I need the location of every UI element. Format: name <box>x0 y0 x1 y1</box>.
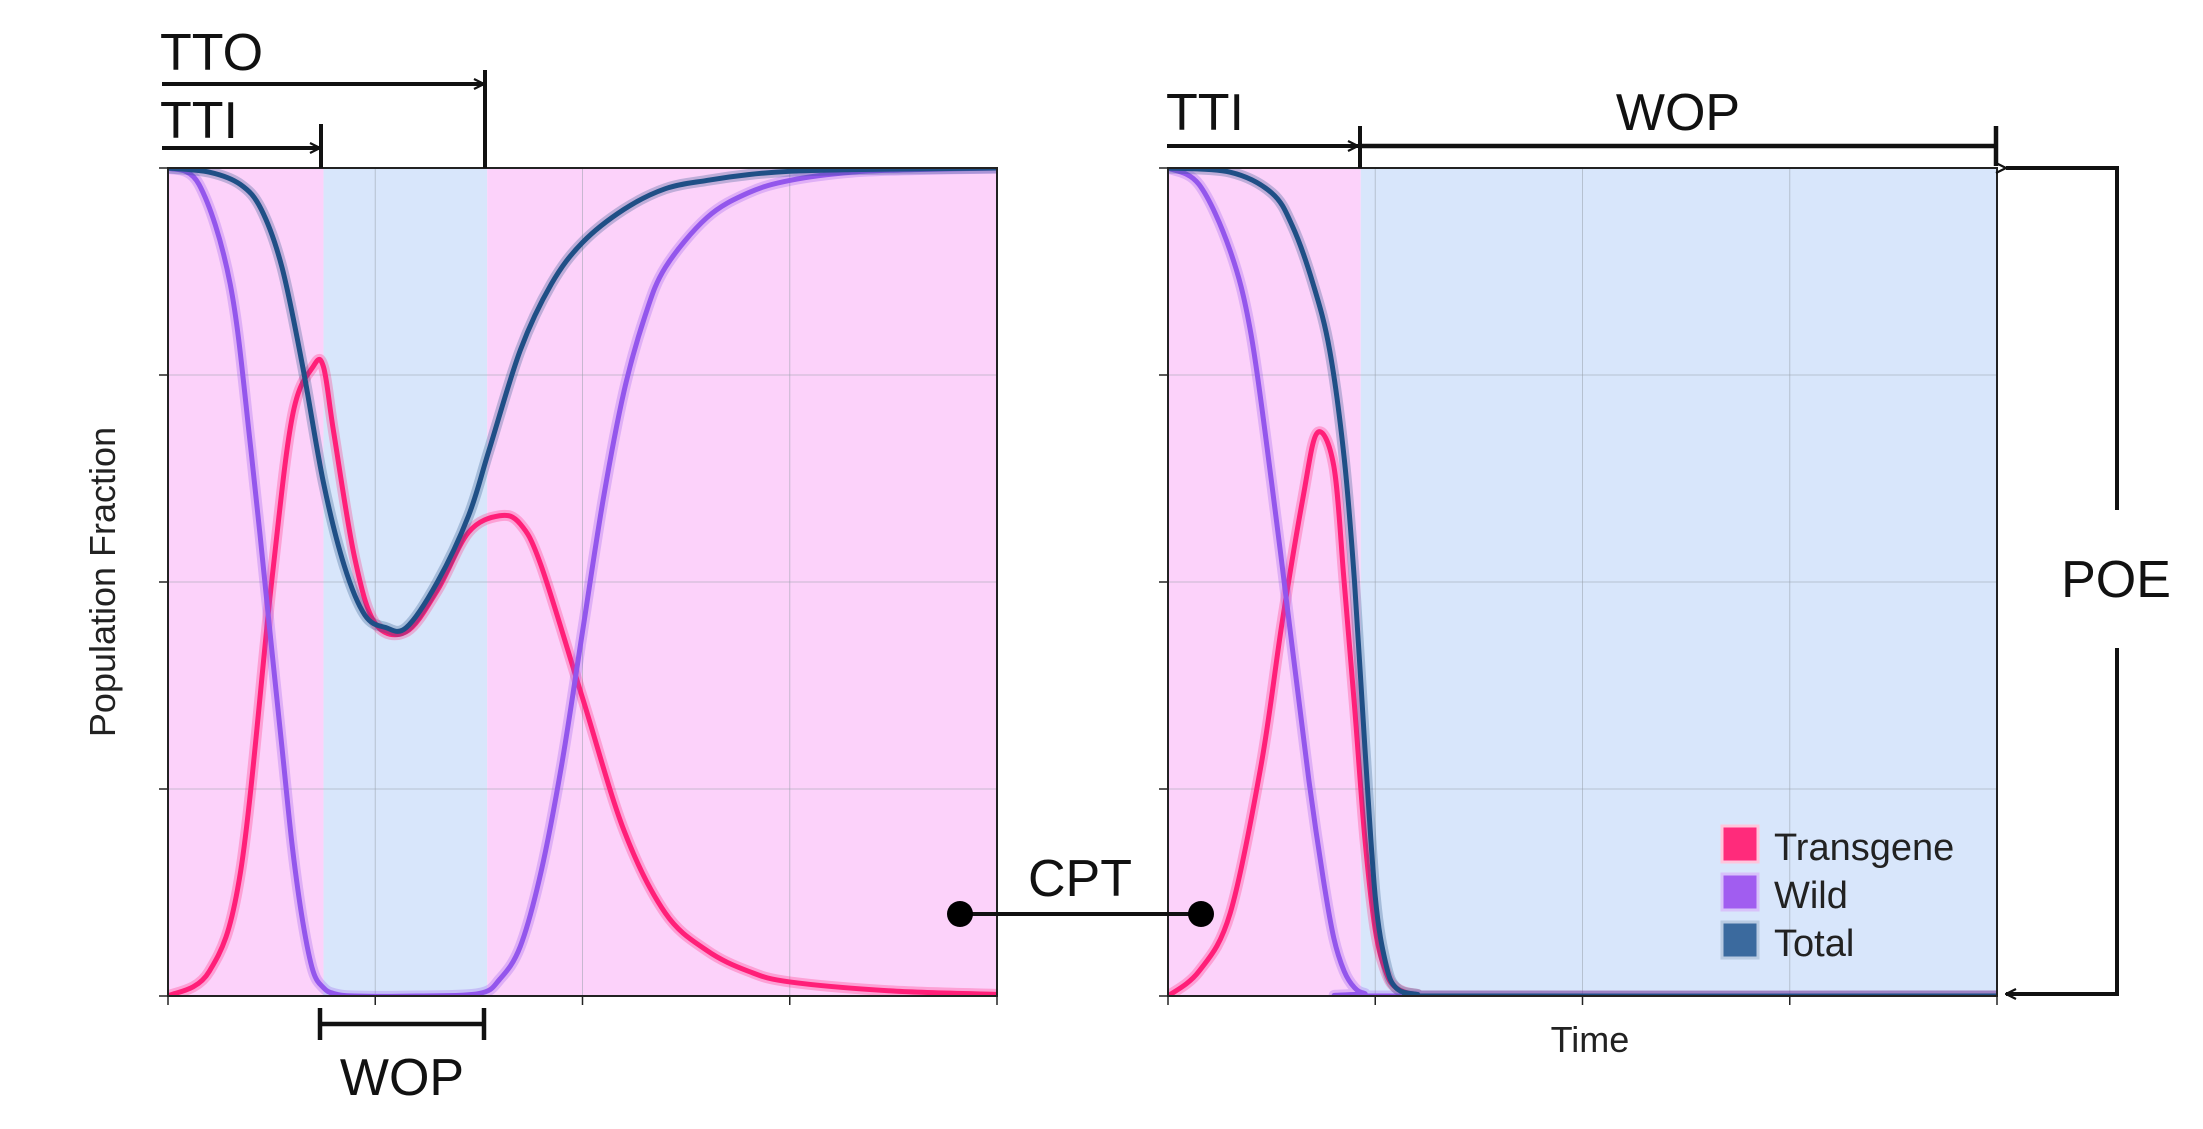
annotations-left: TTO TTI WOP <box>160 24 487 1107</box>
poe-bracket-bottom <box>2006 648 2119 994</box>
wop-bracket-left: WOP <box>317 1008 487 1107</box>
tti-label-right: TTI <box>1166 84 1244 142</box>
series-wild-line <box>168 168 997 996</box>
tti-label-left: TTI <box>160 92 238 150</box>
series-transgene-line <box>168 356 997 996</box>
cpt-label: CPT <box>1028 850 1132 908</box>
y-axis-label: Population Fraction <box>82 427 123 737</box>
series-left <box>168 168 997 996</box>
panel-left: Population Fraction <box>82 167 998 1005</box>
grid-left <box>168 168 997 996</box>
legend-item-total: Total <box>1720 920 1854 965</box>
x-axis-label: Time <box>1551 1019 1630 1060</box>
grid-right <box>1168 168 1997 996</box>
wop-bracket-right: WOP <box>1360 84 1999 166</box>
cpt-connector: CPT <box>947 850 1214 927</box>
tti-bracket-left: TTI <box>160 92 323 168</box>
poe-bracket: POE <box>2006 168 2171 994</box>
poe-bracket-top <box>2006 168 2119 510</box>
cpt-dot-right <box>1188 901 1214 927</box>
tti-bracket-right: TTI <box>1166 84 1362 168</box>
series-total-line <box>168 168 997 634</box>
poe-label: POE <box>2061 551 2171 609</box>
tto-bracket: TTO <box>160 24 487 168</box>
legend-label-transgene: Transgene <box>1774 827 1954 869</box>
ticks-left <box>159 167 998 1005</box>
panel-right: Time <box>1159 167 1998 1060</box>
legend-item-wild: Wild <box>1720 872 1848 917</box>
cpt-dot-left <box>947 901 973 927</box>
legend-label-wild: Wild <box>1774 875 1848 917</box>
wop-label-right: WOP <box>1616 84 1740 142</box>
wop-label-left: WOP <box>340 1049 464 1107</box>
annotations-right: TTI WOP POE <box>1166 84 2171 994</box>
legend-swatch-transgene <box>1720 824 1760 864</box>
ticks-right <box>1159 167 1998 1005</box>
legend-item-transgene: Transgene <box>1720 824 1954 869</box>
legend-swatch-total <box>1720 920 1760 960</box>
legend-swatch-wild <box>1720 872 1760 912</box>
legend: Transgene Wild Total <box>1720 824 1954 965</box>
tto-label: TTO <box>160 24 263 82</box>
legend-label-total: Total <box>1774 923 1854 965</box>
